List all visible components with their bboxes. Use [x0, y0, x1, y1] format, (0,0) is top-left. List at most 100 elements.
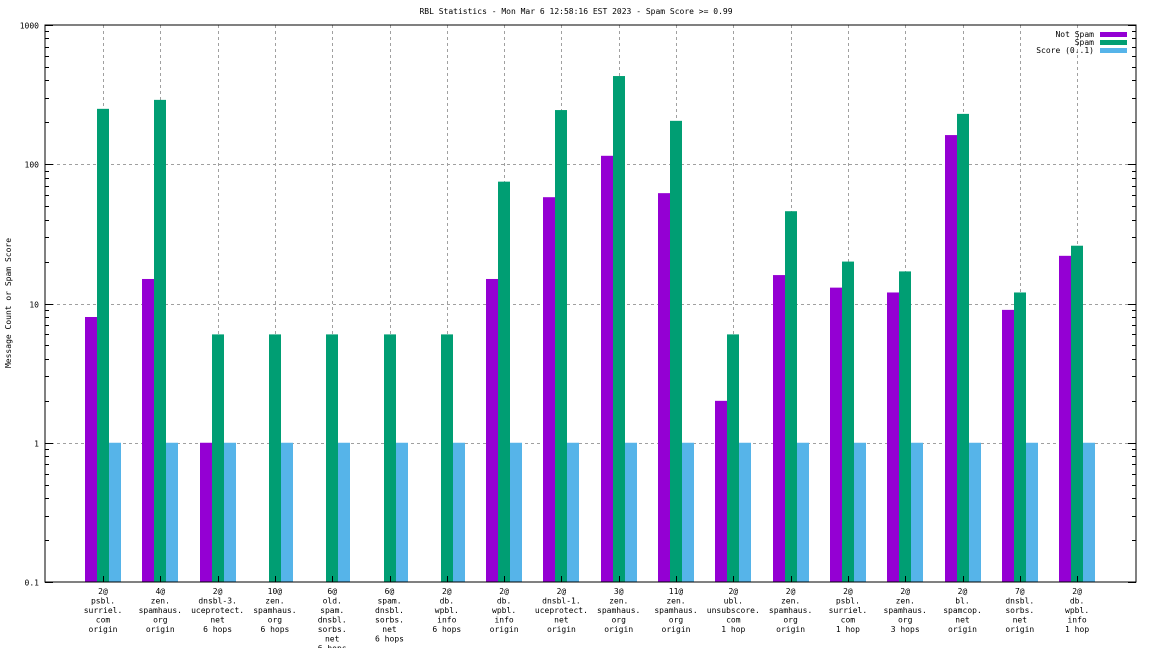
x-tick-label-line: bl.: [955, 597, 969, 606]
x-tick-label-line: org: [898, 616, 913, 625]
bar-spam-7: [498, 181, 510, 583]
bar-not-spam-1: [142, 278, 154, 582]
x-tick-label-line: origin: [776, 625, 805, 634]
x-tick-label-line: org: [669, 616, 684, 625]
x-tick-label-line: 10@: [268, 587, 283, 596]
bar-score-0-1-8: [567, 442, 579, 582]
x-tick-label-line: 2@: [499, 587, 509, 596]
x-tick-label-line: zen.: [896, 597, 915, 606]
x-tick-label-line: psbl.: [91, 597, 115, 606]
x-tick-label-line: spamcop.: [943, 606, 982, 615]
x-tick-label-line: spamhaus.: [654, 606, 697, 615]
bar-not-spam-12: [773, 275, 785, 582]
x-tick-label-line: org: [153, 616, 168, 625]
bar-score-0-1-15: [969, 442, 981, 582]
x-tick-label-line: info: [1067, 616, 1086, 625]
x-tick-label-line: zen.: [781, 597, 800, 606]
x-tick-label-line: surriel.: [84, 606, 123, 615]
y-axis-label: Message Count or Spam Score: [4, 238, 13, 368]
x-tick-label-line: 2@: [786, 587, 796, 596]
x-tick-label-line: 6 hops: [260, 625, 289, 634]
x-tick-label-line: dnsbl-1.: [542, 597, 581, 606]
x-tick-label-line: unsubscore.: [707, 606, 760, 615]
bar-score-0-1-7: [510, 442, 522, 582]
x-tick-label-line: 7@: [1015, 587, 1025, 596]
x-tick-label-line: uceprotect.: [535, 606, 588, 615]
x-tick-label-line: net: [325, 635, 340, 644]
x-tick-label-line: db.: [1070, 597, 1084, 606]
x-tick-label-line: net: [382, 625, 397, 634]
bar-spam-6: [441, 334, 453, 582]
x-tick-label-line: db.: [440, 597, 454, 606]
x-tick-label-line: spam.: [320, 606, 344, 615]
x-tick-label-line: 6 hops: [432, 625, 461, 634]
legend-label: Score (0..1): [1036, 46, 1094, 55]
bar-not-spam-9: [601, 155, 613, 582]
y-tick-label: 1000: [20, 22, 39, 31]
bar-score-0-1-17: [1083, 442, 1095, 582]
bar-not-spam-17: [1059, 255, 1071, 583]
x-tick-label-line: zen.: [151, 597, 170, 606]
x-tick-label-line: origin: [547, 625, 576, 634]
x-tick-label-line: 2@: [958, 587, 968, 596]
bar-score-0-1-10: [682, 442, 694, 582]
x-tick-label-line: net: [210, 616, 225, 625]
bar-score-0-1-2: [224, 442, 236, 582]
bar-spam-4: [326, 334, 338, 582]
bar-not-spam-11: [715, 400, 727, 582]
x-tick-label-line: 1 hop: [721, 625, 745, 634]
x-tick-label-line: 2@: [442, 587, 452, 596]
x-tick-label-line: wpbl.: [1065, 606, 1089, 615]
x-tick-label-line: net: [955, 616, 970, 625]
bar-score-0-1-13: [854, 442, 866, 582]
x-tick-label-line: org: [783, 616, 798, 625]
bar-spam-15: [957, 113, 969, 583]
legend-label: Spam: [1075, 38, 1094, 47]
x-tick-label-line: 11@: [669, 587, 684, 596]
x-tick-label-line: dnsbl.: [1005, 597, 1034, 606]
bar-spam-1: [154, 99, 166, 582]
plot-border: [44, 24, 1137, 583]
x-tick-label-line: 6@: [327, 587, 337, 596]
x-tick-label-line: zen.: [609, 597, 628, 606]
bar-not-spam-13: [830, 287, 842, 582]
x-tick-label-line: 2@: [213, 587, 223, 596]
x-tick-label-line: surriel.: [829, 606, 868, 615]
bar-not-spam-15: [945, 135, 957, 583]
bar-not-spam-10: [658, 193, 670, 582]
bar-spam-17: [1071, 245, 1083, 582]
bar-not-spam-2: [200, 442, 212, 582]
y-tick-label: 1: [34, 440, 39, 449]
bar-spam-5: [384, 334, 396, 582]
x-tick-label-line: 6 hops: [318, 644, 347, 648]
bar-spam-13: [842, 261, 854, 582]
bar-spam-9: [613, 76, 625, 582]
bar-spam-10: [670, 120, 682, 583]
legend-swatch: [1100, 40, 1127, 45]
legend-swatch: [1100, 32, 1127, 37]
x-tick-label-line: com: [96, 616, 111, 625]
chart-title: RBL Statistics - Mon Mar 6 12:58:16 EST …: [419, 7, 732, 16]
bar-spam-11: [727, 334, 739, 582]
x-tick-label-line: sorbs.: [1005, 606, 1034, 615]
y-tick-labels: 0.1 1 10 100 1000: [20, 22, 39, 588]
x-tick-label-line: com: [841, 616, 856, 625]
bar-not-spam-0: [85, 316, 97, 582]
bar-score-0-1-4: [338, 442, 350, 582]
x-tick-label-line: origin: [146, 625, 175, 634]
bar-score-0-1-5: [396, 442, 408, 582]
x-tick-label-line: sorbs.: [375, 616, 404, 625]
x-tick-label-line: 3@: [614, 587, 624, 596]
bar-not-spam-8: [543, 197, 555, 582]
x-tick-label-line: origin: [1005, 625, 1034, 634]
x-tick-label-line: dnsbl-3.: [198, 597, 237, 606]
x-tick-label-line: 6 hops: [375, 635, 404, 644]
y-tick-label: 0.1: [25, 579, 40, 588]
x-tick-label-line: com: [726, 616, 741, 625]
x-tick-label-line: db.: [497, 597, 511, 606]
bars: [85, 76, 1095, 583]
bar-not-spam-7: [486, 278, 498, 582]
legend-label: Not Spam: [1055, 30, 1094, 39]
x-tick-label-line: 2@: [843, 587, 853, 596]
